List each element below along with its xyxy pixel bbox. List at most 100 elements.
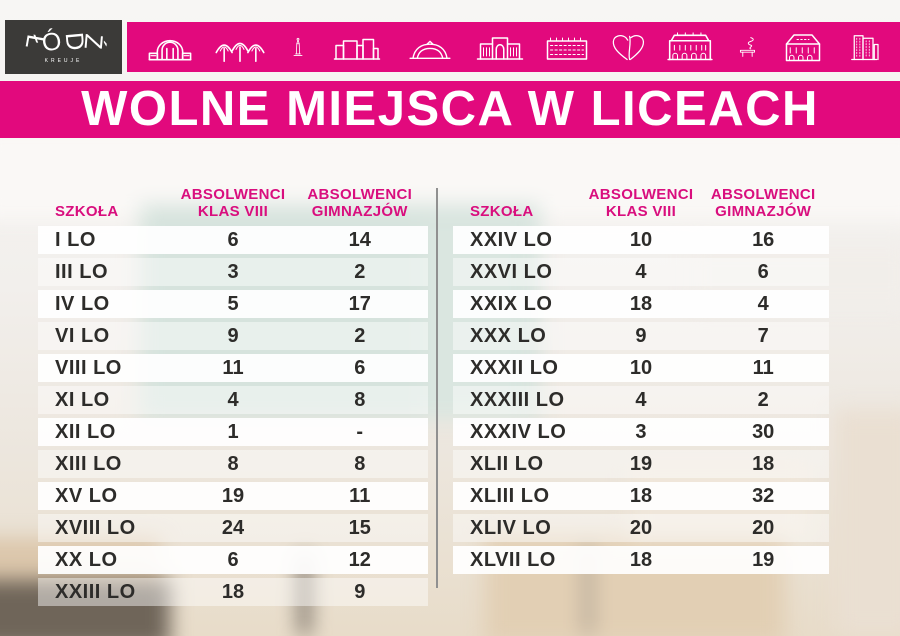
value-gimnazjow: 7 — [757, 324, 769, 347]
spiral-sculpture-icon — [732, 27, 762, 67]
value-klas-viii: 6 — [227, 548, 239, 571]
table-row: VI LO 9 2 — [38, 322, 428, 350]
header-klas-viii: ABSOLWENCI KLAS VIII — [180, 185, 286, 220]
canopy-trees-icon — [212, 28, 268, 66]
value-klas-viii: 9 — [227, 324, 239, 347]
value-gimnazjow: 8 — [354, 452, 366, 475]
value-gimnazjow: 6 — [757, 260, 769, 283]
landmark-icon-bar — [127, 22, 900, 72]
table-left-header: SZKOŁA ABSOLWENCI KLAS VIII ABSOLWENCI G… — [38, 170, 428, 220]
value-klas-viii: 18 — [629, 292, 653, 315]
school-name: XXIII LO — [55, 580, 136, 603]
table-row: XXX LO 9 7 — [453, 322, 829, 350]
table-row: XLIV LO 20 20 — [453, 514, 829, 542]
table-row: XIII LO 8 8 — [38, 450, 428, 478]
school-name: VI LO — [55, 324, 110, 347]
table-row: XLVII LO 18 19 — [453, 546, 829, 574]
school-name: XIII LO — [55, 452, 122, 475]
table-left-rows: I LO 6 14 III LO 3 2 IV LO 5 17 VI LO 9 … — [38, 226, 428, 606]
header-gimnazjow: ABSOLWENCI GIMNAZJÓW — [307, 185, 413, 220]
value-gimnazjow: 2 — [354, 324, 366, 347]
table-row: III LO 3 2 — [38, 258, 428, 286]
value-klas-viii: 4 — [227, 388, 239, 411]
header-school: SZKOŁA — [55, 202, 119, 220]
value-gimnazjow: 11 — [752, 356, 774, 379]
value-klas-viii: 4 — [635, 388, 647, 411]
factory-icon — [542, 29, 592, 65]
value-gimnazjow: 9 — [354, 580, 366, 603]
school-name: I LO — [55, 228, 96, 251]
value-klas-viii: 3 — [635, 420, 647, 443]
value-gimnazjow: 19 — [752, 548, 775, 571]
table-row: XXXII LO 10 11 — [453, 354, 829, 382]
lodz-logo-wordmark: ŁÓDŹ — [19, 26, 108, 58]
table-row: XLIII LO 18 32 — [453, 482, 829, 510]
school-name: III LO — [55, 260, 108, 283]
value-gimnazjow: 2 — [354, 260, 366, 283]
header-klas-viii: ABSOLWENCI KLAS VIII — [588, 185, 694, 220]
value-klas-viii: 4 — [635, 260, 647, 283]
school-name: XXXII LO — [470, 356, 559, 379]
school-name: XLIV LO — [470, 516, 552, 539]
value-klas-viii: 10 — [629, 356, 653, 379]
value-klas-viii: 24 — [221, 516, 245, 539]
table-right-rows: XXIV LO 10 16 XXVI LO 4 6 XXIX LO 18 4 X… — [453, 226, 829, 574]
value-gimnazjow: 2 — [757, 388, 769, 411]
table-row: XXIV LO 10 16 — [453, 226, 829, 254]
header-gimnazjow: ABSOLWENCI GIMNAZJÓW — [710, 185, 816, 220]
office-tower-icon — [843, 27, 883, 67]
train-station-icon — [144, 28, 196, 66]
value-gimnazjow: - — [356, 420, 364, 443]
lodz-logo-subtext: KREUJE — [44, 58, 83, 64]
school-name: XVIII LO — [55, 516, 136, 539]
value-klas-viii: 8 — [227, 452, 239, 475]
value-gimnazjow: 8 — [354, 388, 366, 411]
page-title: WOLNE MIEJSCA W LICEACH — [81, 82, 819, 136]
table-row: XXXIV LO 3 30 — [453, 418, 829, 446]
title-banner: WOLNE MIEJSCA W LICEACH — [0, 81, 900, 138]
value-gimnazjow: 14 — [348, 228, 371, 251]
school-name: XII LO — [55, 420, 116, 443]
school-name: XLII LO — [470, 452, 544, 475]
school-name: XXIV LO — [470, 228, 553, 251]
school-name: XXVI LO — [470, 260, 553, 283]
school-name: XXIX LO — [470, 292, 553, 315]
value-klas-viii: 3 — [227, 260, 239, 283]
value-klas-viii: 20 — [629, 516, 653, 539]
value-klas-viii: 19 — [629, 452, 653, 475]
value-gimnazjow: 20 — [752, 516, 775, 539]
palace-icon — [665, 28, 715, 66]
value-klas-viii: 11 — [222, 356, 244, 379]
school-name: XXXIII LO — [470, 388, 565, 411]
modern-buildings-icon — [328, 29, 386, 65]
value-gimnazjow: 32 — [752, 484, 775, 507]
table-row: XVIII LO 24 15 — [38, 514, 428, 542]
value-gimnazjow: 18 — [752, 452, 775, 475]
value-gimnazjow: 30 — [752, 420, 775, 443]
value-klas-viii: 18 — [629, 548, 653, 571]
table-right: SZKOŁA ABSOLWENCI KLAS VIII ABSOLWENCI G… — [453, 170, 829, 578]
value-gimnazjow: 17 — [348, 292, 371, 315]
table-row: VIII LO 11 6 — [38, 354, 428, 382]
value-klas-viii: 9 — [635, 324, 647, 347]
table-right-header: SZKOŁA ABSOLWENCI KLAS VIII ABSOLWENCI G… — [453, 170, 829, 220]
table-row: XX LO 6 12 — [38, 546, 428, 574]
table-left: SZKOŁA ABSOLWENCI KLAS VIII ABSOLWENCI G… — [38, 170, 428, 610]
value-gimnazjow: 16 — [752, 228, 775, 251]
value-gimnazjow: 15 — [348, 516, 371, 539]
table-row: XII LO 1 - — [38, 418, 428, 446]
school-name: XLVII LO — [470, 548, 556, 571]
heart-icon — [609, 27, 649, 67]
value-gimnazjow: 12 — [348, 548, 371, 571]
school-name: IV LO — [55, 292, 110, 315]
arena-dome-icon — [402, 30, 458, 64]
school-name: VIII LO — [55, 356, 122, 379]
header-school: SZKOŁA — [470, 202, 534, 220]
monument-icon — [285, 27, 311, 67]
school-name: XXXIV LO — [470, 420, 567, 443]
table-row: XXVI LO 4 6 — [453, 258, 829, 286]
value-gimnazjow: 4 — [757, 292, 769, 315]
school-name: XV LO — [55, 484, 118, 507]
school-name: XLIII LO — [470, 484, 550, 507]
